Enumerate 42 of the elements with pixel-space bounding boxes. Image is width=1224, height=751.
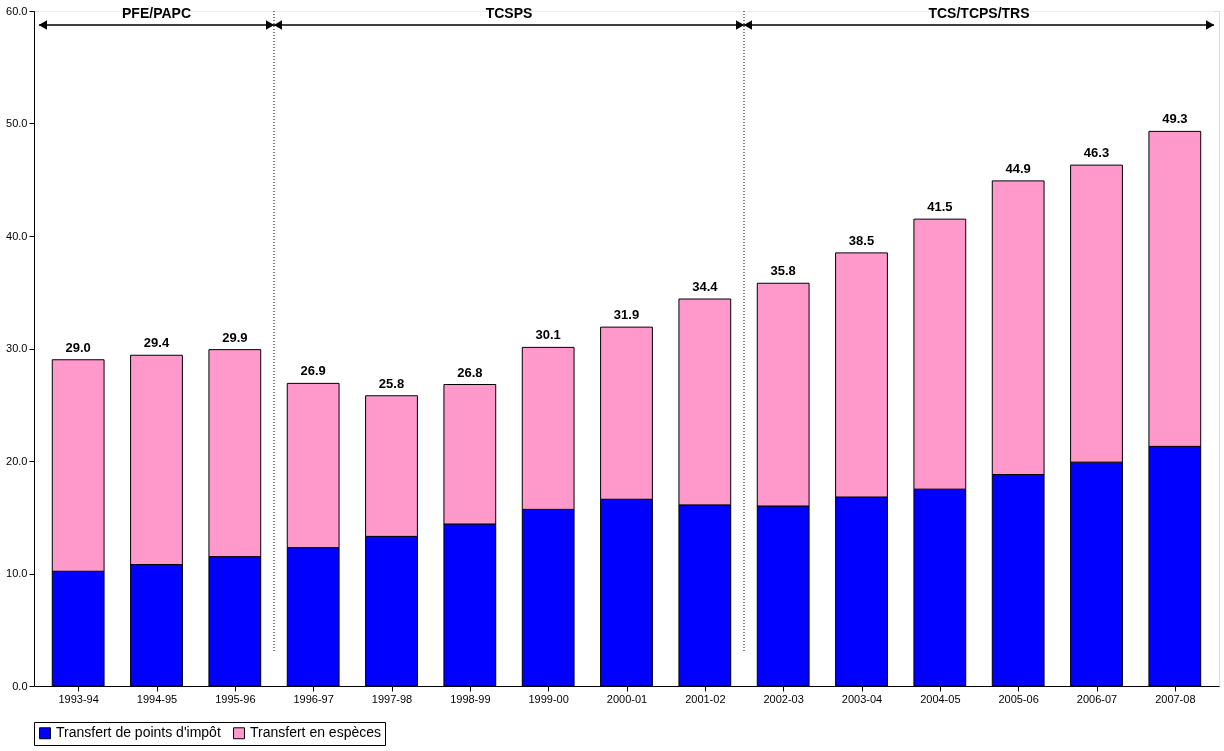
y-tick-label: 30.0	[6, 342, 28, 354]
total-label: 26.9	[300, 363, 326, 379]
total-label: 29.4	[143, 335, 170, 351]
y-tick-label: 60.0	[6, 4, 28, 17]
y-tick-label: 0.0	[12, 679, 28, 692]
y-tick-label: 50.0	[6, 117, 28, 129]
x-tick-label: 2006-07	[1076, 692, 1118, 705]
total-label: 38.5	[848, 232, 875, 248]
total-label: 30.1	[535, 327, 561, 343]
x-tick-label: 2000-01	[606, 692, 648, 705]
total-label: 26.8	[457, 364, 483, 380]
band-label: PFE/PAPC	[122, 5, 191, 21]
total-label: 35.8	[770, 263, 796, 279]
x-tick-label: 1996-97	[293, 692, 334, 705]
x-tick-label: 1994-95	[136, 692, 178, 705]
total-label: 31.9	[613, 307, 640, 323]
total-label: 46.3	[1083, 145, 1110, 161]
x-tick-label: 1997-98	[371, 692, 413, 705]
x-tick-label: 2007-08	[1155, 692, 1196, 705]
x-tick-label: 2005-06	[998, 692, 1039, 705]
total-label: 25.8	[378, 375, 405, 391]
x-tick-label: 2001-02	[685, 692, 726, 705]
y-tick-label: 20.0	[6, 454, 28, 467]
legend-label: Transfert de points d'impôt	[56, 724, 221, 741]
x-tick-label: 1999-00	[528, 692, 569, 705]
x-tick-label: 1993-94	[58, 692, 99, 705]
band-label: TCS/TCPS/TRS	[928, 5, 1030, 21]
y-tick-label: 10.0	[6, 567, 28, 579]
band-label: TCSPS	[485, 5, 533, 21]
x-tick-label: 2004-05	[920, 692, 961, 705]
x-tick-label: 1998-99	[450, 692, 491, 705]
total-label: 44.9	[1005, 160, 1031, 176]
total-label: 29.9	[222, 329, 248, 345]
legend-label: Transfert en espèces	[250, 724, 381, 741]
x-tick-label: 1995-96	[215, 692, 256, 705]
x-tick-label: 2002-03	[763, 692, 804, 705]
y-tick-label: 40.0	[6, 229, 28, 242]
total-label: 34.4	[692, 279, 719, 294]
total-label: 49.3	[1162, 111, 1188, 127]
x-tick-label: 2003-04	[841, 692, 883, 705]
total-label: 29.0	[65, 339, 91, 355]
total-label: 41.5	[927, 199, 953, 215]
